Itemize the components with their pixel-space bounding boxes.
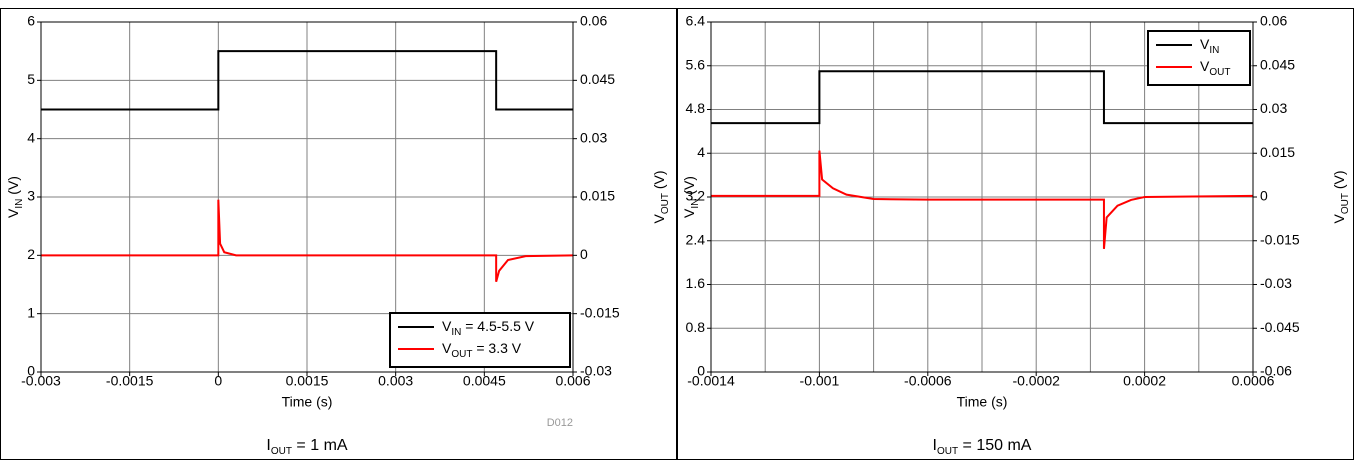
y2-tick-label: 0.06 bbox=[1260, 13, 1287, 29]
y2-tick-label: -0.045 bbox=[1260, 319, 1300, 335]
panel-border bbox=[677, 8, 1354, 460]
y-tick-label: 5.6 bbox=[686, 56, 706, 72]
legend-label-part: V bbox=[442, 340, 452, 356]
y-tick-label: 2.4 bbox=[686, 231, 706, 247]
caption-part: I bbox=[933, 437, 937, 454]
plot-frame bbox=[710, 21, 1254, 373]
legend-label-part: = 3.3 V bbox=[472, 340, 521, 356]
x-tick-label: -0.001 bbox=[800, 373, 840, 389]
x-tick-label: 0.0015 bbox=[286, 373, 329, 389]
plot-frame bbox=[40, 21, 574, 373]
legend-label-part: IN bbox=[451, 327, 461, 338]
x-tick-label: 0.0006 bbox=[1232, 373, 1275, 389]
series-line bbox=[711, 70, 1253, 125]
y-axis-label-part: (V) bbox=[681, 176, 697, 199]
caption-part: OUT bbox=[937, 446, 958, 457]
y-tick-label: 6.4 bbox=[686, 13, 706, 29]
legend-label-part: V bbox=[1200, 36, 1210, 52]
y2-axis-label: VOUT (V) bbox=[651, 170, 671, 223]
legend-label-part: OUT bbox=[1209, 67, 1230, 78]
y-tick-label: 4 bbox=[697, 144, 705, 160]
x-axis-label: Time (s) bbox=[957, 394, 1008, 410]
y2-tick-label: 0 bbox=[1260, 188, 1268, 204]
y2-axis-label-part: (V) bbox=[651, 170, 667, 193]
legend-label: VOUT bbox=[1200, 58, 1230, 78]
y2-tick-label: 0.06 bbox=[580, 13, 607, 29]
y-tick-label: 5 bbox=[27, 71, 35, 87]
caption: IOUT = 1 mA bbox=[266, 437, 347, 457]
y-tick-label: 0 bbox=[697, 363, 705, 379]
legend-label: VIN bbox=[1200, 36, 1219, 56]
legend-label-part: V bbox=[1200, 58, 1210, 74]
y2-tick-label: -0.03 bbox=[580, 363, 612, 379]
legend-label: VOUT = 3.3 V bbox=[442, 340, 522, 360]
x-tick-label: -0.0006 bbox=[904, 373, 952, 389]
y-tick-label: 4 bbox=[27, 129, 35, 145]
y2-axis-label: VOUT (V) bbox=[1331, 170, 1351, 223]
y-axis-label-part: V bbox=[681, 208, 697, 218]
legend-box bbox=[389, 312, 571, 368]
y-tick-label: 0.8 bbox=[686, 319, 706, 335]
y2-tick-label: 0.015 bbox=[1260, 144, 1295, 160]
y2-tick-label: -0.015 bbox=[580, 304, 620, 320]
watermark: D012 bbox=[547, 417, 573, 429]
x-tick-label: 0.003 bbox=[378, 373, 413, 389]
y-tick-label: 3 bbox=[27, 188, 35, 204]
y-tick-label: 1.6 bbox=[686, 275, 706, 291]
panel-border bbox=[0, 8, 677, 460]
x-tick-label: 0 bbox=[214, 373, 222, 389]
series-line bbox=[711, 150, 1253, 250]
y-tick-label: 1 bbox=[27, 304, 35, 320]
x-tick-label: -0.0002 bbox=[1012, 373, 1060, 389]
legend-label-part: V bbox=[442, 318, 452, 334]
y-axis-label: VIN (V) bbox=[5, 176, 25, 218]
caption-part: = 150 mA bbox=[958, 437, 1032, 454]
y-tick-label: 3.2 bbox=[686, 188, 706, 204]
y2-tick-label: 0 bbox=[580, 246, 588, 262]
y-axis-label-part: IN bbox=[690, 199, 701, 209]
legend-label-part: OUT bbox=[451, 349, 472, 360]
y-tick-label: 2 bbox=[27, 246, 35, 262]
y2-tick-label: 0.015 bbox=[580, 188, 615, 204]
y2-tick-label: 0.045 bbox=[1260, 56, 1295, 72]
y2-tick-label: -0.03 bbox=[1260, 275, 1292, 291]
y-tick-label: 6 bbox=[27, 13, 35, 29]
y-axis-label: VIN (V) bbox=[681, 176, 701, 218]
x-tick-label: -0.0015 bbox=[106, 373, 154, 389]
legend-label-part: = 4.5-5.5 V bbox=[461, 318, 534, 334]
x-tick-label: 0.006 bbox=[555, 373, 590, 389]
x-tick-label: 0.0045 bbox=[463, 373, 506, 389]
y2-tick-label: 0.03 bbox=[580, 129, 607, 145]
x-tick-label: -0.0014 bbox=[687, 373, 735, 389]
caption-part: OUT bbox=[271, 446, 292, 457]
y2-axis-label-part: (V) bbox=[1331, 170, 1347, 193]
x-axis-label: Time (s) bbox=[282, 394, 333, 410]
y2-axis-label-part: OUT bbox=[1340, 193, 1351, 214]
y2-axis-label-part: V bbox=[1331, 214, 1347, 224]
y-tick-label: 0 bbox=[27, 363, 35, 379]
x-tick-label: 0.0002 bbox=[1123, 373, 1166, 389]
x-tick-label: -0.003 bbox=[21, 373, 61, 389]
y-axis-label-part: V bbox=[5, 208, 21, 218]
y2-tick-label: 0.045 bbox=[580, 71, 615, 87]
caption-part: I bbox=[266, 437, 270, 454]
series-line bbox=[41, 199, 573, 283]
caption: IOUT = 150 mA bbox=[933, 437, 1032, 457]
legend-label-part: IN bbox=[1209, 45, 1219, 56]
y2-tick-label: -0.06 bbox=[1260, 363, 1292, 379]
legend-label: VIN = 4.5-5.5 V bbox=[442, 318, 535, 338]
y2-axis-label-part: V bbox=[651, 214, 667, 224]
caption-part: = 1 mA bbox=[292, 437, 348, 454]
y2-tick-label: -0.015 bbox=[1260, 231, 1300, 247]
legend-box bbox=[1147, 30, 1251, 86]
y2-tick-label: 0.03 bbox=[1260, 100, 1287, 116]
y-tick-label: 4.8 bbox=[686, 100, 706, 116]
y-axis-label-part: (V) bbox=[5, 176, 21, 199]
y2-axis-label-part: OUT bbox=[660, 193, 671, 214]
y-axis-label-part: IN bbox=[14, 199, 25, 209]
series-line bbox=[41, 50, 573, 111]
